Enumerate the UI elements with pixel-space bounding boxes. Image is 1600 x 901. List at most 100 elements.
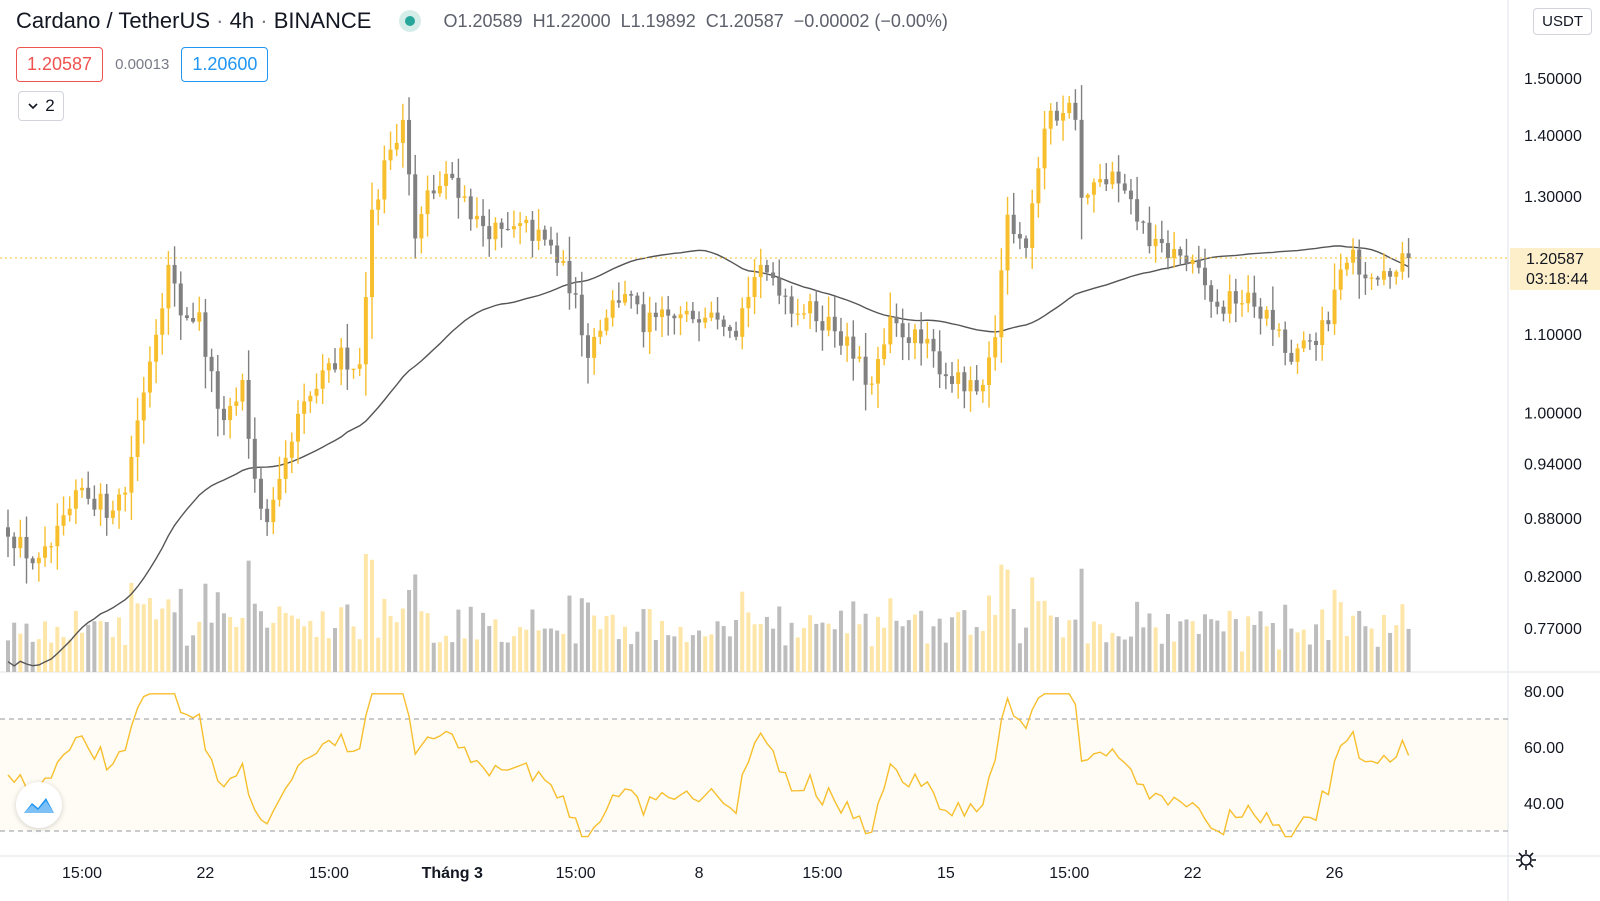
volume-bar bbox=[1258, 611, 1263, 672]
candle-body bbox=[228, 405, 233, 421]
candle-body bbox=[1289, 352, 1294, 362]
volume-bar bbox=[92, 621, 97, 672]
symbol-title[interactable]: Cardano / TetherUS · 4h · BINANCE bbox=[16, 8, 372, 33]
volume-bar bbox=[1357, 610, 1362, 672]
buy-price-button[interactable]: 1.20600 bbox=[181, 47, 269, 82]
ohlc-values: O1.20589 H1.22000 L1.19892 C1.20587 −0.0… bbox=[443, 11, 947, 32]
candle-body bbox=[962, 372, 967, 392]
price-tick-label: 1.10000 bbox=[1524, 327, 1582, 344]
volume-bar bbox=[1400, 604, 1405, 672]
candle-body bbox=[727, 326, 732, 331]
volume-bar bbox=[1270, 623, 1275, 672]
rsi-band-fill bbox=[0, 719, 1508, 831]
volume-bar bbox=[758, 623, 763, 672]
volume-bar bbox=[425, 613, 430, 672]
volume-bar bbox=[814, 623, 819, 672]
candle-body bbox=[462, 196, 467, 198]
volume-bar bbox=[1005, 569, 1010, 672]
volume-bar bbox=[1307, 644, 1312, 672]
volume-bar bbox=[826, 623, 831, 672]
volume-bar bbox=[129, 582, 134, 672]
volume-bar bbox=[1388, 632, 1393, 672]
candle-body bbox=[203, 312, 208, 357]
candle-body bbox=[838, 331, 843, 346]
candle-body bbox=[845, 336, 850, 346]
candle-body bbox=[635, 295, 640, 305]
candle-body bbox=[61, 515, 66, 526]
candle-body bbox=[999, 270, 1004, 338]
volume-bar bbox=[715, 621, 720, 672]
volume-bar bbox=[357, 639, 362, 672]
candle-body bbox=[234, 401, 239, 406]
candle-body bbox=[857, 356, 862, 359]
time-axis-label: 15:00 bbox=[62, 865, 102, 882]
volume-bar bbox=[1363, 626, 1368, 672]
volume-bar bbox=[1332, 589, 1337, 672]
volume-bar bbox=[98, 620, 103, 672]
indicators-toggle-button[interactable]: 2 bbox=[18, 91, 64, 121]
tradingview-logo-icon[interactable] bbox=[16, 782, 62, 828]
candle-body bbox=[277, 478, 282, 500]
candle-body bbox=[252, 438, 257, 479]
volume-bar bbox=[1326, 640, 1331, 672]
candle-body bbox=[1079, 119, 1084, 198]
gear-icon[interactable] bbox=[1512, 846, 1540, 874]
volume-bar bbox=[104, 621, 109, 672]
volume-bar bbox=[1030, 577, 1035, 672]
volume-bar bbox=[783, 645, 788, 672]
volume-bar bbox=[1246, 616, 1251, 672]
volume-bar bbox=[1283, 604, 1288, 672]
candle-body bbox=[882, 344, 887, 360]
candle-body bbox=[795, 313, 800, 315]
candle-body bbox=[758, 264, 763, 278]
candle-body bbox=[709, 312, 714, 318]
candle-body bbox=[925, 338, 930, 344]
time-axis-label: 22 bbox=[197, 865, 215, 882]
currency-button[interactable]: USDT bbox=[1533, 8, 1592, 35]
volume-bar bbox=[184, 645, 189, 672]
candle-body bbox=[456, 177, 461, 198]
volume-bar bbox=[110, 637, 115, 672]
volume-bar bbox=[308, 620, 313, 672]
volume-bar bbox=[283, 612, 288, 672]
volume-bar bbox=[30, 641, 35, 672]
volume-bar bbox=[524, 629, 529, 672]
volume-bar bbox=[943, 642, 948, 672]
candle-body bbox=[1209, 285, 1214, 302]
volume-bar bbox=[647, 609, 652, 672]
sell-price-button[interactable]: 1.20587 bbox=[16, 47, 104, 82]
volume-bar bbox=[925, 643, 930, 672]
volume-bar bbox=[863, 613, 868, 672]
volume-bar bbox=[1369, 628, 1374, 672]
volume-bar bbox=[1264, 626, 1269, 672]
candle-body bbox=[919, 329, 924, 344]
volume-bar bbox=[1079, 568, 1084, 672]
candle-body bbox=[425, 190, 430, 215]
price-tick-label: 1.50000 bbox=[1524, 71, 1582, 88]
price-tick-label: 0.82000 bbox=[1524, 569, 1582, 586]
volume-bar bbox=[12, 622, 17, 672]
volume-bar bbox=[1067, 620, 1072, 672]
volume-bar bbox=[968, 634, 973, 672]
candle-body bbox=[1375, 277, 1380, 280]
candle-body bbox=[160, 308, 165, 335]
price-tick-label: 1.30000 bbox=[1524, 189, 1582, 206]
candle-body bbox=[968, 380, 973, 392]
candle-body bbox=[1165, 243, 1170, 258]
candle-body bbox=[215, 371, 220, 409]
candle-body bbox=[505, 228, 510, 231]
candle-body bbox=[1295, 348, 1300, 362]
symbol-name: Cardano / TetherUS bbox=[16, 8, 211, 33]
volume-bar bbox=[43, 621, 48, 672]
candle-body bbox=[135, 420, 140, 457]
market-status-icon[interactable] bbox=[399, 10, 422, 32]
volume-bar bbox=[1351, 615, 1356, 672]
rsi-line bbox=[7, 693, 1410, 838]
volume-bar bbox=[974, 627, 979, 672]
candle-body bbox=[511, 226, 516, 230]
candle-body bbox=[1085, 194, 1090, 198]
candle-body bbox=[1320, 320, 1325, 346]
volume-bar bbox=[339, 607, 344, 672]
candle-body bbox=[154, 334, 159, 362]
